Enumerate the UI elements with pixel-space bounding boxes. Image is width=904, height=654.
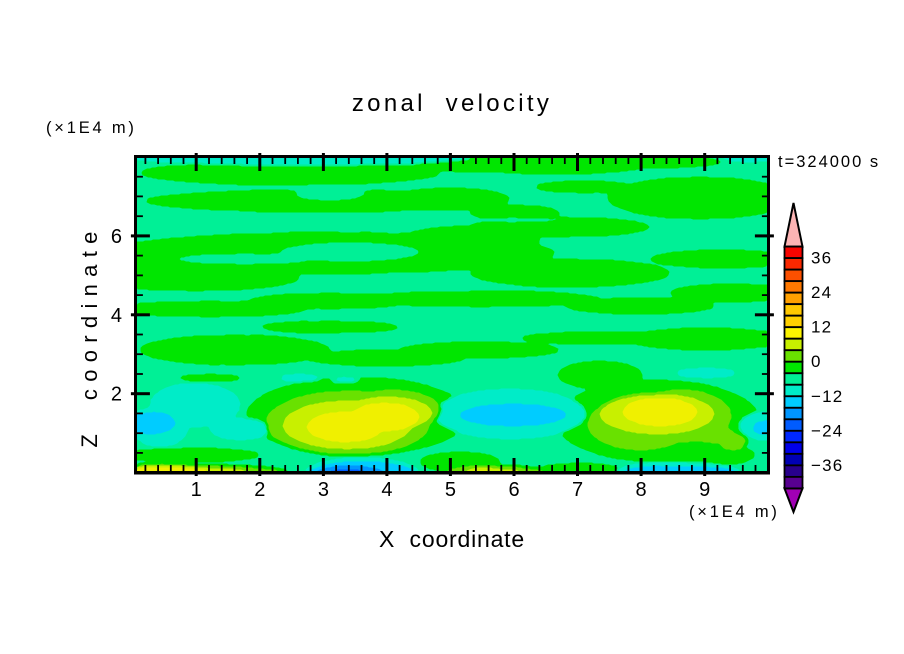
svg-text:4: 4 (111, 305, 122, 327)
svg-text:7: 7 (572, 479, 583, 501)
svg-text:(×1E4 m): (×1E4 m) (689, 503, 780, 521)
svg-text:X coordinate: X coordinate (379, 526, 525, 552)
svg-text:t=324000 s: t=324000 s (778, 153, 880, 171)
svg-text:5: 5 (445, 479, 456, 501)
svg-text:−12: −12 (811, 387, 843, 406)
svg-text:24: 24 (811, 283, 832, 302)
svg-text:1: 1 (191, 479, 202, 501)
svg-text:6: 6 (111, 226, 122, 248)
svg-text:−36: −36 (811, 456, 843, 475)
svg-text:6: 6 (508, 479, 519, 501)
svg-text:(×1E4 m): (×1E4 m) (46, 119, 137, 137)
svg-text:3: 3 (318, 479, 329, 501)
svg-text:36: 36 (811, 249, 832, 268)
svg-text:2: 2 (111, 384, 122, 406)
svg-text:−24: −24 (811, 421, 843, 440)
svg-text:12: 12 (811, 318, 832, 337)
svg-text:9: 9 (699, 479, 710, 501)
svg-text:0: 0 (811, 352, 822, 371)
svg-text:2: 2 (254, 479, 265, 501)
svg-text:4: 4 (381, 479, 392, 501)
svg-text:zonal velocity: zonal velocity (352, 90, 552, 117)
svg-text:8: 8 (636, 479, 647, 501)
svg-text:Z coordinate: Z coordinate (77, 224, 102, 447)
